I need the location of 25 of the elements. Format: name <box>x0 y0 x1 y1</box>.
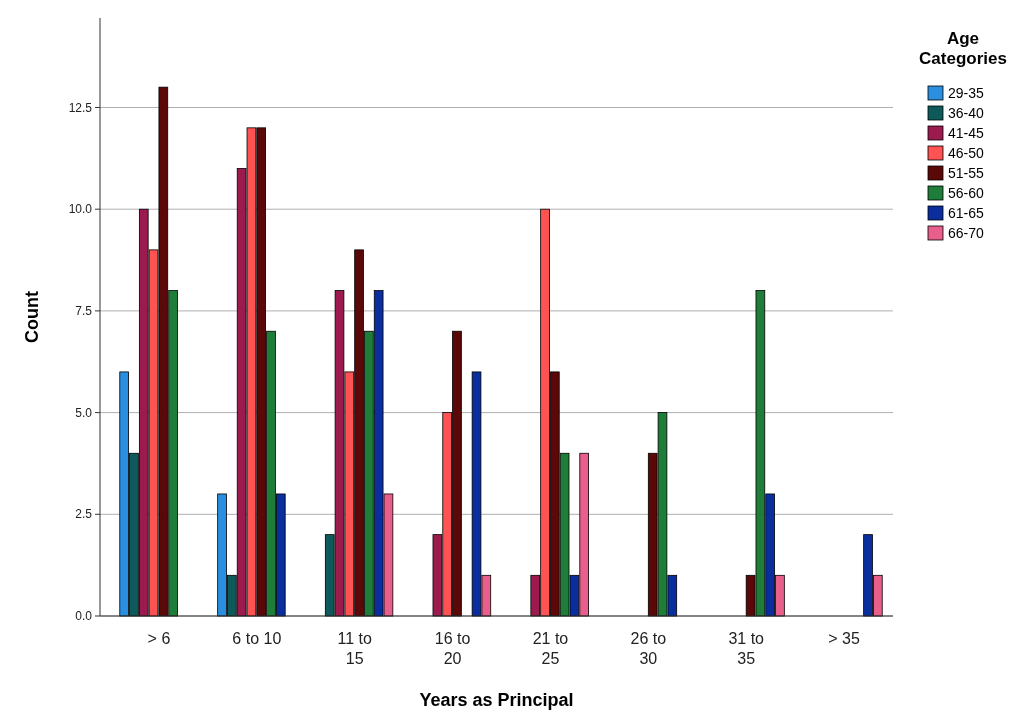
legend-title: Age Categories <box>919 29 1007 68</box>
x-tick-label: 21 to 25 <box>532 630 569 667</box>
x-tick-label: 6 to 10 <box>232 630 282 647</box>
legend-label: 29-35 <box>948 84 985 101</box>
legend-label: 41-45 <box>948 124 985 141</box>
legend-label: 56-60 <box>948 184 985 201</box>
x-tick-label: 31 to 35 <box>728 630 765 667</box>
x-tick-label: 16 to 20 <box>434 630 471 667</box>
legend-label: 51-55 <box>948 164 985 181</box>
x-axis-title: Years as Principal <box>419 690 574 710</box>
y-tick-label: 0.0 <box>75 609 93 624</box>
legend-label: 46-50 <box>948 144 985 161</box>
y-tick-label: 5.0 <box>75 405 93 420</box>
x-tick-label: > 6 <box>147 630 171 647</box>
legend-label: 66-70 <box>948 224 985 241</box>
y-tick-label: 7.5 <box>75 304 93 319</box>
y-axis-title: Count <box>22 291 42 343</box>
y-tick-label: 10.0 <box>68 202 93 217</box>
x-tick-label: > 35 <box>828 630 860 647</box>
x-tick-label: 11 to 15 <box>337 630 372 667</box>
legend-label: 36-40 <box>948 104 985 121</box>
legend-label: 61-65 <box>948 204 985 221</box>
x-tick-label: 26 to 30 <box>630 630 667 667</box>
y-tick-label: 12.5 <box>68 100 93 115</box>
y-tick-label: 2.5 <box>75 507 93 522</box>
